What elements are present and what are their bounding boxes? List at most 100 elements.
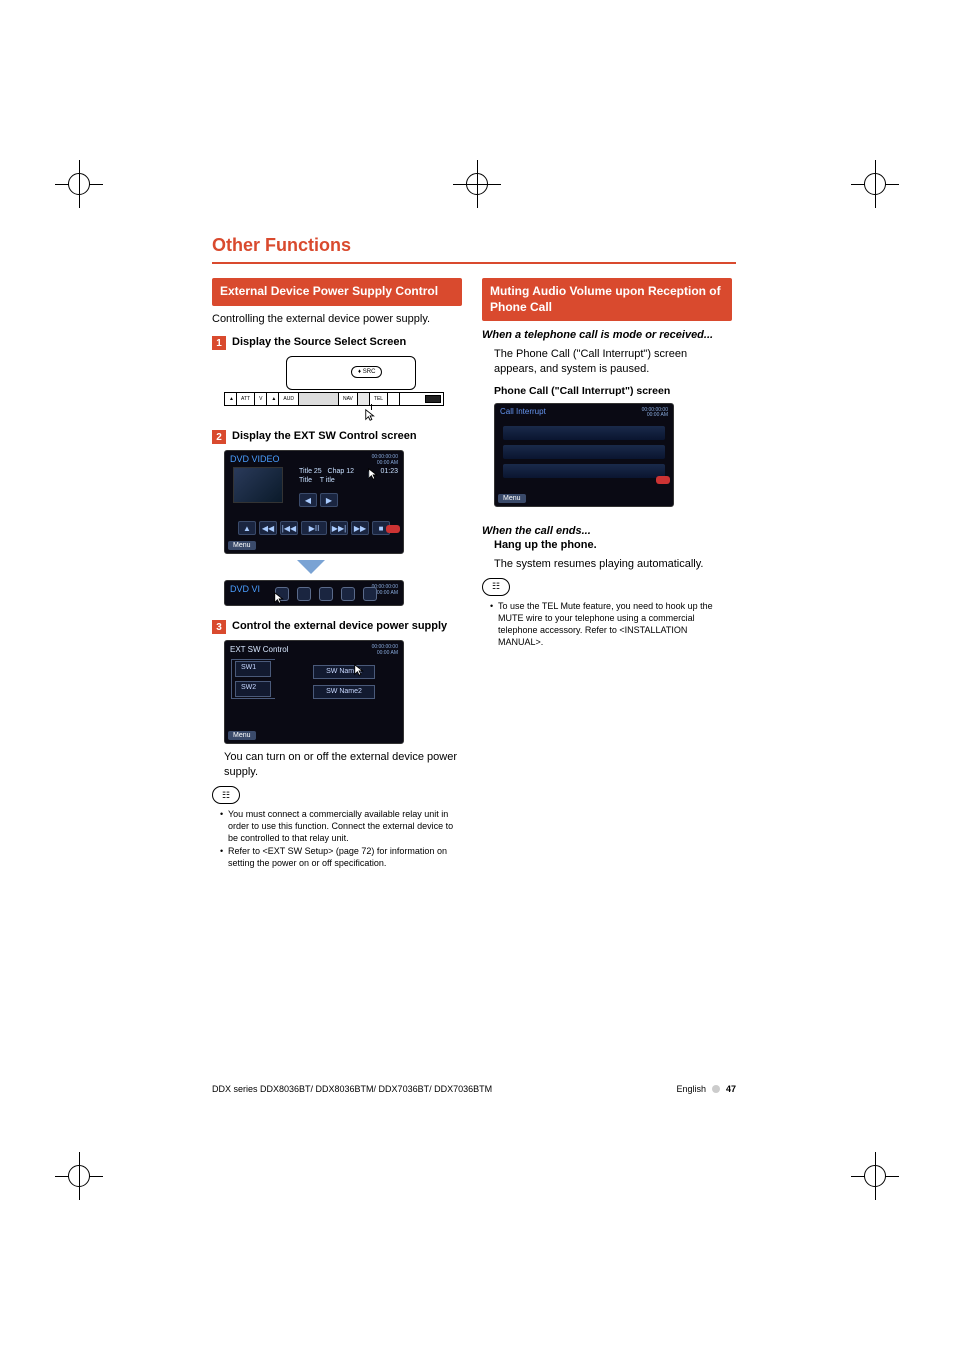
src-seg-att: ATT: [237, 393, 255, 405]
src-screen: ♦ SRC: [286, 356, 416, 390]
swname2-box: SW Name2: [313, 685, 375, 699]
src-button: ♦ SRC: [351, 366, 382, 378]
dvd-info-chap: Chap 12: [328, 468, 354, 475]
dvd-controls: ▲ ◀◀ |◀◀ ▶II ▶▶| ▶▶ ■: [233, 521, 395, 535]
left-heading: External Device Power Supply Control: [212, 278, 462, 306]
time-badge: 00:00:00:0000:00 AM: [642, 408, 668, 419]
dvd-thumbnail: [233, 467, 283, 503]
src-seg: ▲: [267, 393, 279, 405]
cursor-icon: [367, 467, 381, 481]
time-badge: 00:00:00:0000:00 AM: [372, 645, 398, 656]
step-2-number: 2: [212, 430, 226, 444]
red-indicator: [386, 525, 400, 533]
sw2-box: SW2: [235, 681, 271, 697]
dvd-info-title: Title 25: [299, 468, 322, 475]
dvd-time: 01:23: [380, 468, 398, 475]
menu-badge: Menu: [498, 494, 526, 503]
step-3-number: 3: [212, 620, 226, 634]
note-list-right: To use the TEL Mute feature, you need to…: [482, 600, 732, 649]
dvd-small-label: DVD VI: [230, 584, 260, 594]
footer-lang: English: [676, 1084, 706, 1094]
page-content: Other Functions External Device Power Su…: [212, 235, 736, 869]
src-seg-v: V: [255, 393, 267, 405]
cursor-icon: [364, 408, 378, 422]
footer-model-text: DDX series DDX8036BT/ DDX8036BTM/ DDX703…: [212, 1084, 492, 1094]
menu-badge: Menu: [228, 541, 256, 550]
src-bar: ▲ ATT V ▲ AUD NAV TEL: [224, 392, 444, 406]
dvd-sub-2: T itle: [320, 477, 335, 484]
left-intro: Controlling the external device power su…: [212, 312, 462, 327]
dvd-video-screen: DVD VIDEO 00:00:00:0000:00 AM Title 25 C…: [224, 450, 404, 554]
top-icon: [297, 587, 311, 601]
page-dot-icon: [712, 1085, 720, 1093]
phone-bar: [503, 464, 665, 478]
sw1-box: SW1: [235, 661, 271, 677]
footer-right: English 47: [676, 1084, 736, 1094]
right-sub2-body: The system resumes playing automatically…: [494, 557, 732, 572]
down-arrow-icon: [297, 560, 325, 574]
registration-mark-top: [453, 160, 501, 208]
top-icon-row: [275, 587, 377, 601]
time-badge: 00:00:00:0000:00 AM: [372, 455, 398, 466]
registration-mark-br: [851, 1152, 899, 1200]
right-column: Muting Audio Volume upon Reception of Ph…: [482, 278, 732, 869]
right-sub2-title: When the call ends...: [482, 525, 732, 537]
step-1-label: Display the Source Select Screen: [232, 336, 406, 348]
phone-bar: [503, 445, 665, 459]
note-item: You must connect a commercially availabl…: [220, 808, 462, 844]
page-number: 47: [726, 1084, 736, 1094]
note-item: Refer to <EXT SW Setup> (page 72) for in…: [220, 845, 462, 869]
red-indicator: [656, 476, 670, 484]
right-sub1-title: When a telephone call is mode or receive…: [482, 329, 732, 341]
next-icon: ▶▶|: [330, 521, 348, 535]
dvd-sub-1: Title: [299, 477, 312, 484]
play-pause-icon: ▶II: [301, 521, 327, 535]
ext-sw-title: EXT SW Control: [230, 645, 289, 654]
right-arrow-icon: ▶: [320, 493, 338, 507]
cursor-icon: [353, 663, 367, 677]
phone-bars: [503, 426, 665, 483]
note-icon: ☷: [212, 786, 240, 804]
dvd-info: Title 25 Chap 12 Title T itle: [299, 468, 354, 484]
right-sub2-action: Hang up the phone.: [494, 539, 732, 551]
right-sub1-body: The Phone Call ("Call Interrupt") screen…: [494, 347, 732, 377]
src-button-label: SRC: [363, 369, 376, 375]
step-3-label: Control the external device power supply: [232, 620, 447, 632]
cursor-icon: [273, 591, 287, 605]
step-2: 2 Display the EXT SW Control screen: [212, 430, 462, 444]
dvd-title: DVD VIDEO: [230, 454, 280, 464]
note-item: To use the TEL Mute feature, you need to…: [490, 600, 732, 649]
arrow-buttons: ◀ ▶: [299, 493, 338, 507]
note-icon: ☷: [482, 578, 510, 596]
src-seg-tel: TEL: [370, 393, 388, 405]
left-column: External Device Power Supply Control Con…: [212, 278, 462, 869]
call-interrupt-label: Call Interrupt: [500, 407, 546, 416]
top-icon: [319, 587, 333, 601]
screen-label: Phone Call ("Call Interrupt") screen: [494, 385, 732, 397]
rewind-icon: ◀◀: [259, 521, 277, 535]
title-rule: [212, 262, 736, 264]
note-list-left: You must connect a commercially availabl…: [212, 808, 462, 869]
src-seg: [388, 393, 400, 405]
source-select-diagram: ♦ SRC ▲ ATT V ▲ AUD NAV TEL: [224, 356, 444, 420]
registration-mark-bl: [55, 1152, 103, 1200]
step-1-number: 1: [212, 336, 226, 350]
src-seg-aud: AUD: [279, 393, 299, 405]
top-icon: [363, 587, 377, 601]
ext-sw-screen: EXT SW Control 00:00:00:0000:00 AM SW1 S…: [224, 640, 404, 744]
left-arrow-icon: ◀: [299, 493, 317, 507]
step-1: 1 Display the Source Select Screen: [212, 336, 462, 350]
right-heading: Muting Audio Volume upon Reception of Ph…: [482, 278, 732, 321]
after-step3-text: You can turn on or off the external devi…: [224, 750, 462, 780]
registration-mark-tl: [55, 160, 103, 208]
prev-icon: |◀◀: [280, 521, 298, 535]
step-3: 3 Control the external device power supp…: [212, 620, 462, 634]
src-seg-nav: NAV: [339, 393, 358, 405]
footer: DDX series DDX8036BT/ DDX8036BTM/ DDX703…: [212, 1084, 736, 1094]
dvd-top-bar: DVD VI 00:00:00:0000:00 AM: [224, 580, 404, 606]
phone-call-screen: Call Interrupt 00:00:00:0000:00 AM Menu: [494, 403, 674, 507]
section-title: Other Functions: [212, 235, 736, 256]
src-end: [425, 395, 441, 403]
step-2-label: Display the EXT SW Control screen: [232, 430, 417, 442]
src-seg: [358, 393, 370, 405]
